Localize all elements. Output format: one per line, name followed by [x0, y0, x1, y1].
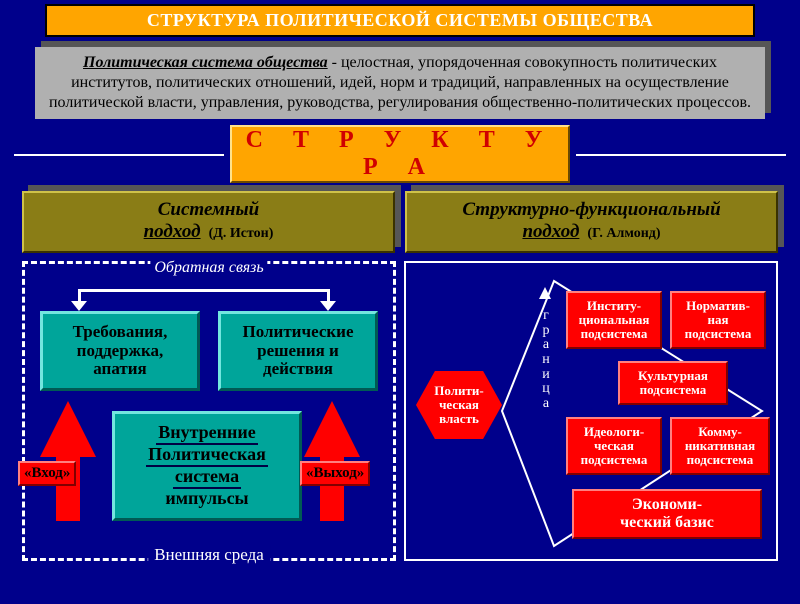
- input-box: Требования, поддержка, апатия: [40, 311, 200, 391]
- feedback-arrowhead-right: [320, 301, 336, 311]
- definition-box: Политическая система общества - целостна…: [35, 47, 765, 119]
- approach-structural-title: Структурно-функциональный: [413, 199, 770, 221]
- node-institutional: Институ- циональная подсистема: [566, 291, 662, 349]
- center-l3: система: [173, 467, 241, 489]
- center-l1: Внутренние: [156, 423, 258, 445]
- center-l4: импульсы: [165, 489, 248, 509]
- diagram-panels: Обратная связь Внешняя среда Требования,…: [22, 261, 778, 561]
- node-communicative: Комму- никативная подсистема: [670, 417, 770, 475]
- approach-systemic: Системный подход (Д. Истон): [22, 191, 395, 253]
- approaches-row: Системный подход (Д. Истон) Структурно-ф…: [22, 191, 778, 253]
- center-l2: Политическая: [146, 445, 268, 467]
- center-box: Внутренние Политическая система импульсы: [112, 411, 302, 521]
- struct-line-left: [14, 154, 224, 156]
- structure-label-wrap: С Т Р У К Т У Р А: [230, 125, 570, 183]
- boundary-label: г р а н и ц а: [539, 309, 553, 412]
- approach-structural-author: (Г. Алмонд): [587, 226, 660, 241]
- node-ideological: Идеологи- ческая подсистема: [566, 417, 662, 475]
- feedback-label: Обратная связь: [150, 259, 267, 277]
- approach-structural-sub: подход: [522, 221, 579, 243]
- boundary-arrow: [539, 287, 551, 299]
- almond-panel: Полити- ческая власть г р а н и ц а Инст…: [404, 261, 778, 561]
- easton-panel: Обратная связь Внешняя среда Требования,…: [22, 261, 396, 561]
- in-label: «Вход»: [18, 461, 76, 486]
- out-label: «Выход»: [300, 461, 370, 486]
- red-arrow-in: [40, 401, 96, 457]
- feedback-arrowhead-left: [71, 301, 87, 311]
- approach-systemic-title: Системный: [30, 199, 387, 221]
- definition-term: Политическая система общества: [83, 54, 328, 71]
- red-arrow-out: [304, 401, 360, 457]
- approach-systemic-sub: подход: [144, 221, 201, 243]
- approach-structural: Структурно-функциональный подход (Г. Алм…: [405, 191, 778, 253]
- node-basis: Экономи- ческий базис: [572, 489, 762, 539]
- approach-systemic-author: (Д. Истон): [209, 226, 274, 241]
- node-normative: Норматив- ная подсистема: [670, 291, 766, 349]
- environment-label: Внешняя среда: [148, 545, 270, 565]
- output-box: Политические решения и действия: [218, 311, 378, 391]
- node-cultural: Культурная подсистема: [618, 361, 728, 405]
- page-title: СТРУКТУРА ПОЛИТИЧЕСКОЙ СИСТЕМЫ ОБЩЕСТВА: [45, 4, 755, 37]
- structure-label: С Т Р У К Т У Р А: [230, 125, 570, 183]
- struct-line-right: [576, 154, 786, 156]
- definition-block: Политическая система общества - целостна…: [35, 47, 765, 119]
- feedback-line: [78, 289, 330, 292]
